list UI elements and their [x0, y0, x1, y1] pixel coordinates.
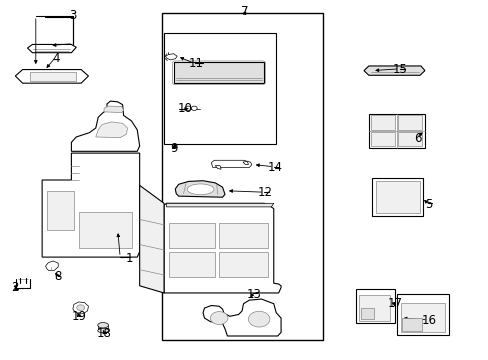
Bar	[368, 114, 424, 148]
Text: 16: 16	[421, 314, 435, 327]
Polygon shape	[243, 161, 248, 165]
Bar	[397, 132, 421, 146]
Text: 12: 12	[258, 186, 272, 199]
Bar	[168, 252, 215, 277]
Bar	[219, 252, 267, 277]
Polygon shape	[175, 181, 224, 197]
Circle shape	[191, 106, 197, 111]
Text: 7: 7	[240, 5, 248, 18]
Text: 13: 13	[246, 288, 261, 301]
Polygon shape	[15, 69, 88, 83]
Circle shape	[248, 311, 269, 327]
Polygon shape	[203, 299, 281, 336]
Ellipse shape	[187, 184, 214, 195]
Bar	[47, 191, 74, 230]
Polygon shape	[45, 261, 58, 270]
Bar	[358, 295, 389, 321]
Bar	[98, 325, 108, 330]
Bar	[400, 303, 445, 332]
Bar	[375, 181, 419, 213]
Text: 19: 19	[71, 310, 86, 324]
Bar	[396, 294, 448, 335]
Text: 9: 9	[170, 142, 177, 155]
Polygon shape	[363, 66, 424, 75]
Polygon shape	[163, 203, 281, 293]
Text: 1: 1	[126, 252, 133, 265]
Polygon shape	[140, 185, 163, 293]
Polygon shape	[173, 62, 264, 83]
Text: 14: 14	[267, 161, 282, 174]
Text: 4: 4	[52, 51, 60, 64]
Bar	[402, 318, 421, 330]
Bar	[370, 132, 394, 146]
Text: 11: 11	[188, 57, 203, 70]
Text: 2: 2	[12, 281, 19, 294]
Bar	[163, 33, 276, 144]
Polygon shape	[166, 203, 273, 207]
Circle shape	[210, 312, 227, 324]
Polygon shape	[215, 166, 221, 169]
Ellipse shape	[98, 323, 108, 328]
Bar	[371, 178, 423, 216]
Bar	[355, 289, 394, 323]
Text: 10: 10	[177, 103, 192, 116]
Bar	[79, 212, 132, 248]
Polygon shape	[73, 302, 88, 314]
Text: 17: 17	[386, 297, 401, 310]
Text: 15: 15	[392, 63, 407, 76]
Text: 5: 5	[424, 198, 431, 211]
Text: 8: 8	[54, 270, 61, 283]
Polygon shape	[96, 122, 127, 138]
Polygon shape	[211, 160, 251, 167]
Text: 18: 18	[97, 327, 111, 340]
Bar	[370, 116, 394, 130]
Bar	[161, 13, 322, 339]
Bar	[219, 223, 267, 248]
Bar	[30, 72, 76, 81]
Polygon shape	[165, 54, 177, 60]
Bar	[360, 309, 373, 319]
Polygon shape	[27, 44, 76, 53]
Polygon shape	[104, 106, 123, 113]
Ellipse shape	[98, 328, 108, 333]
Bar	[397, 116, 421, 130]
Text: 3: 3	[69, 9, 77, 22]
Text: 6: 6	[413, 132, 421, 145]
Circle shape	[185, 106, 191, 111]
Circle shape	[77, 305, 84, 311]
Polygon shape	[71, 101, 140, 151]
Bar	[168, 223, 215, 248]
Polygon shape	[42, 153, 140, 257]
